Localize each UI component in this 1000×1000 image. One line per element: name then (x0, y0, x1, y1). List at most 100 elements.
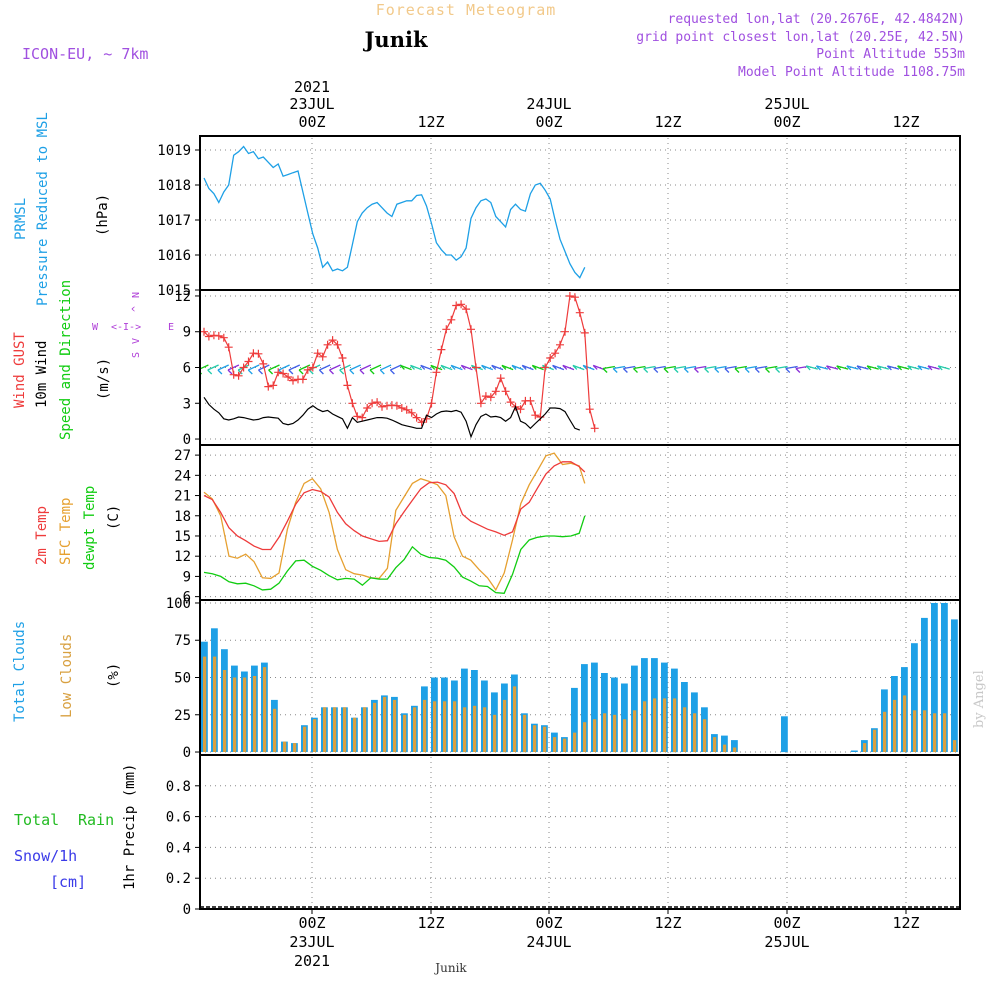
wind-direction-arrow (461, 364, 473, 371)
low-cloud-bar (693, 713, 697, 753)
low-cloud-bar (303, 726, 307, 752)
wind-direction-arrow (201, 364, 209, 370)
wind-gust-marker (219, 333, 228, 342)
wind-direction-arrowhead (521, 364, 527, 370)
pressure-y-tick-label: 1017 (157, 213, 191, 229)
wind-direction-arrow (521, 364, 534, 371)
header-requested: requested lon,lat (20.2676E, 42.4842N) (668, 12, 965, 27)
low-cloud-bar (573, 732, 577, 752)
low-cloud-bar (933, 713, 937, 753)
temp-y-tick-label: 27 (174, 448, 191, 464)
cloud-label-total: Total Clouds (12, 621, 28, 722)
low-cloud-bar (683, 707, 687, 752)
bottom-year-label: 2021 (294, 952, 330, 970)
wind-direction-arrow (734, 365, 748, 370)
wind-gust-marker (373, 398, 382, 407)
wind-direction-arrowhead (217, 369, 223, 375)
low-cloud-bar (673, 698, 677, 753)
wind-label-gust: Wind GUST (12, 332, 28, 408)
wind-gust-marker (585, 405, 594, 414)
low-cloud-bar (263, 667, 267, 753)
dewpoint-line (203, 515, 586, 594)
wind-direction-arrowhead (531, 364, 537, 370)
compass-w: W (92, 322, 99, 333)
bottom-hour-label-1: 00Z (298, 914, 325, 932)
precip-y-tick-label: 0.2 (166, 871, 191, 887)
total-cloud-bar (931, 603, 938, 752)
wind-direction-arrow (755, 365, 768, 370)
low-cloud-bar (943, 713, 947, 753)
wind-direction-arrowhead (247, 369, 253, 375)
wind-direction-arrow (836, 365, 849, 370)
low-cloud-bar (503, 699, 507, 753)
low-cloud-bar (593, 719, 597, 752)
wind-direction-arrow (552, 364, 565, 371)
low-cloud-bar (393, 699, 397, 753)
wind-gust-marker (407, 408, 416, 417)
wind-y-tick-label: 12 (174, 289, 191, 305)
wind-direction-arrow (420, 364, 433, 371)
wind-direction-arrow (248, 364, 260, 371)
wind-gust-marker (234, 371, 243, 380)
low-cloud-bar (403, 714, 407, 753)
low-cloud-bar (653, 698, 657, 753)
wind-direction-arrow (227, 364, 240, 371)
low-cloud-bar (433, 701, 437, 752)
total-cloud-bar (621, 683, 628, 753)
pressure-label-prmsl: PRMSL (13, 198, 29, 240)
wind-direction-arrowhead (643, 368, 649, 373)
wind-direction-arrow (877, 365, 889, 370)
wind-direction-arrow (613, 365, 626, 370)
wind-gust-marker (442, 325, 451, 334)
pressure-y-tick-label: 1016 (157, 248, 191, 264)
wind-direction-arrowhead (501, 364, 507, 370)
wind-direction-arrow (582, 364, 595, 371)
wind-gust-marker (575, 308, 584, 317)
wind-direction-arrowhead (724, 368, 730, 373)
wind-direction-arrowhead (795, 368, 801, 373)
wind-gust-marker (526, 396, 535, 405)
temp-unit: (C) (106, 505, 122, 530)
wind-gust-marker (472, 363, 480, 372)
wind-gust-marker (392, 401, 401, 410)
wind-direction-arrowhead (511, 364, 517, 370)
top-year-label: 2021 (294, 78, 330, 96)
wind-direction-arrow (207, 364, 219, 371)
top-date-label-3: 25JUL (764, 95, 809, 113)
wind-gust-marker (580, 328, 589, 337)
wind-direction-arrowhead (927, 365, 933, 371)
wind-direction-arrow (673, 365, 687, 370)
wind-gust-marker (496, 374, 505, 383)
wind-direction-arrowhead (491, 364, 497, 370)
bottom-hour-label-2: 12Z (417, 914, 444, 932)
low-cloud-bar (333, 707, 337, 752)
wind-gust-marker (279, 369, 288, 378)
compass-s-arrow: V (131, 338, 142, 344)
compass-n: N (131, 292, 142, 298)
pressure-series-line (203, 145, 586, 279)
low-cloud-bar (253, 676, 257, 752)
wind-gust-marker (432, 368, 441, 377)
top-hour-label-3: 00Z (535, 113, 562, 131)
wind-direction-arrow (339, 364, 351, 371)
wind-direction-arrow (349, 364, 361, 371)
total-cloud-bar (731, 740, 738, 752)
wind-gust-marker (269, 381, 278, 390)
pressure-labels: PRMSL Pressure Reduced to MSL (hPa) (13, 112, 111, 306)
wind-direction-arrow (897, 365, 910, 370)
low-cloud-bar (543, 726, 547, 752)
wind-direction-arrowhead (876, 365, 882, 371)
low-cloud-bar (583, 722, 587, 752)
wind-y-tick-label: 6 (183, 361, 191, 377)
cloud-unit: (%) (106, 663, 122, 688)
wind-gust-marker (402, 405, 411, 414)
wind-gust-marker (378, 402, 386, 411)
wind-direction-arrowhead (754, 368, 760, 373)
wind-gust-marker (358, 413, 367, 422)
wind-gust-marker (506, 398, 515, 407)
low-cloud-bar (453, 701, 457, 752)
wind-direction-arrowhead (673, 368, 679, 373)
wind-compass: N ^ W <-I-> E V S (92, 292, 174, 358)
wind-direction-arrow (816, 365, 829, 370)
wind-direction-arrowhead (339, 369, 345, 375)
